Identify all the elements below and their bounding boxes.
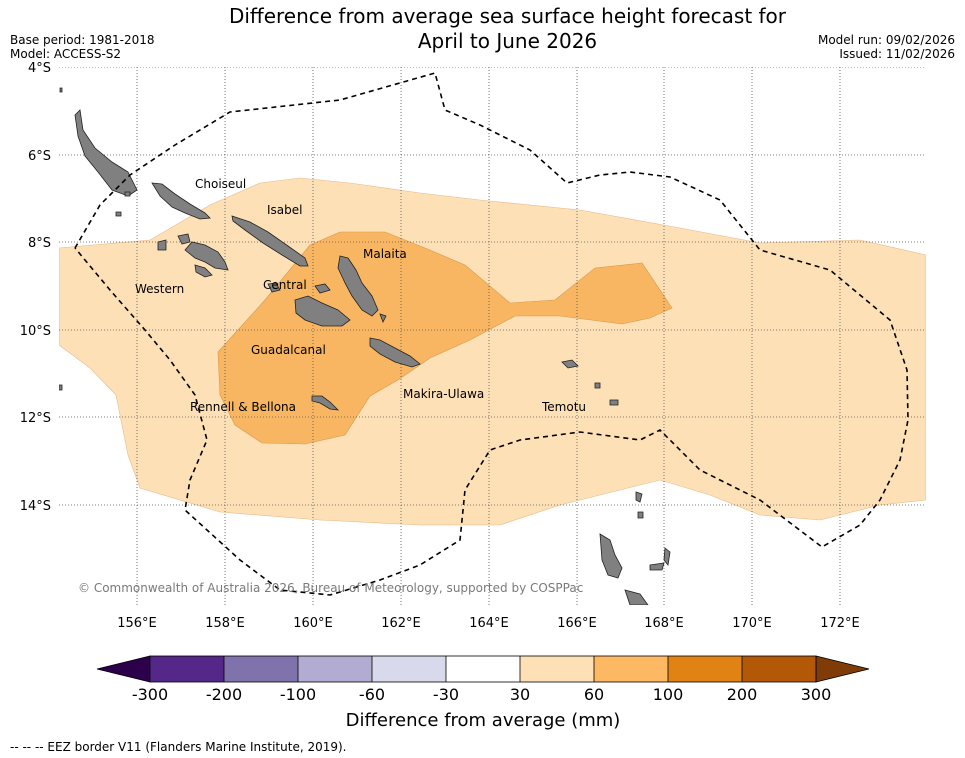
model-name: Model: ACCESS-S2: [10, 47, 122, 61]
region-label-choiseul: Choiseul: [195, 177, 246, 191]
meta-right: Model run: 09/02/2026 Issued: 11/02/2026: [818, 33, 955, 61]
island-choiseul: [151, 182, 211, 220]
island-small-malaita: [379, 313, 387, 323]
region-label-makira-ulawa: Makira-Ulawa: [403, 387, 484, 401]
colorbar-tick: 300: [801, 685, 832, 704]
island-bougainville: [74, 109, 138, 197]
lat-label: 14°S: [20, 499, 51, 514]
region-label-central: Central: [263, 278, 307, 292]
lon-label: 162°E: [381, 616, 421, 631]
anomaly-band-60-100: [217, 231, 673, 445]
island-guadalcanal: [294, 295, 351, 327]
island-vella: [157, 239, 167, 251]
island-banks: [637, 511, 644, 519]
colorbar-tick: -100: [280, 685, 316, 704]
lon-label: 160°E: [293, 616, 333, 631]
map-area: Choiseul Isabel Malaita Western Central …: [59, 67, 926, 605]
colorbar-tick: 100: [653, 685, 684, 704]
island-vanikoro: [609, 399, 619, 406]
colorbar-swatch: [520, 656, 594, 682]
island-shortland: [115, 211, 122, 217]
island-buka: [59, 87, 63, 93]
issued-date: Issued: 11/02/2026: [839, 47, 955, 61]
island-maewo: [663, 547, 671, 566]
island-utupua: [594, 382, 601, 389]
lon-label: 158°E: [205, 616, 245, 631]
lat-label: 8°S: [28, 236, 51, 251]
title-line-2: April to June 2026: [417, 29, 598, 53]
model-run: Model run: 09/02/2026: [817, 33, 955, 47]
colorbar-tick: 30: [510, 685, 530, 704]
colorbar-swatch: [742, 656, 816, 682]
colorbar-label: Difference from average (mm): [346, 710, 621, 731]
colorbar-swatch: [150, 656, 224, 682]
colorbar-tick: -30: [433, 685, 459, 704]
island-treasury: [124, 191, 131, 197]
colorbar-swatch: [668, 656, 742, 682]
title-line-1: Difference from average sea surface heig…: [228, 4, 787, 28]
lon-label: 164°E: [469, 616, 509, 631]
lon-label: 172°E: [820, 616, 860, 631]
colorbar-swatch: [224, 656, 298, 682]
lat-label: 4°S: [28, 61, 51, 76]
island-russell: [267, 282, 281, 293]
island-malaita: [337, 255, 379, 317]
latitude-labels: 4°S 6°S 8°S 10°S 12°S 14°S: [20, 61, 51, 514]
graticule: [59, 67, 926, 605]
island-rennell: [311, 395, 340, 411]
colorbar-tick: 60: [584, 685, 604, 704]
lat-label: 6°S: [28, 149, 51, 164]
island-isabel: [231, 215, 309, 267]
longitude-labels: 156°E 158°E 160°E 162°E 164°E 166°E 168°…: [117, 616, 860, 631]
island-makira: [369, 337, 421, 368]
meta-left: Base period: 1981-2018 Model: ACCESS-S2: [10, 33, 155, 61]
base-period: Base period: 1981-2018: [10, 33, 155, 47]
lon-label: 170°E: [732, 616, 772, 631]
island-new-georgia: [184, 241, 229, 271]
eez-legend: -- -- -- EEZ border V11 (Flanders Marine…: [10, 740, 347, 754]
copyright-text: © Commonwealth of Australia 2026, Bureau…: [78, 581, 583, 595]
island-small-west: [59, 384, 63, 391]
lat-label: 12°S: [20, 411, 51, 426]
island-santa-cruz: [561, 359, 579, 369]
colorbar-swatch: [372, 656, 446, 682]
region-label-western: Western: [135, 282, 184, 296]
colorbar-over-arrow: [815, 655, 870, 683]
anomaly-band-30-60: [59, 177, 926, 526]
island-nggela: [314, 283, 331, 294]
lat-label: 10°S: [20, 324, 51, 339]
land: [59, 87, 671, 605]
region-label-malaita: Malaita: [363, 247, 407, 261]
lon-label: 166°E: [557, 616, 597, 631]
island-malekula: [624, 589, 649, 605]
region-label-isabel: Isabel: [267, 203, 302, 217]
island-espiritu-santo: [599, 533, 623, 579]
colorbar-tick: 200: [727, 685, 758, 704]
island-kolombangara: [177, 233, 191, 245]
lon-label: 156°E: [117, 616, 157, 631]
colorbar-tick: -60: [359, 685, 385, 704]
lon-label: 168°E: [644, 616, 684, 631]
region-label-guadalcanal: Guadalcanal: [251, 343, 326, 357]
island-rendova: [194, 264, 213, 278]
island-torres: [635, 491, 643, 503]
colorbar-tick: -300: [132, 685, 168, 704]
region-label-rennell-bellona: Rennell & Bellona: [190, 400, 296, 414]
colorbar-tick: -200: [206, 685, 242, 704]
colorbar-swatch: [446, 656, 520, 682]
island-ambae: [649, 562, 665, 571]
colorbar-swatch: [594, 656, 668, 682]
region-label-temotu: Temotu: [541, 400, 586, 414]
eez-border: [74, 72, 909, 596]
colorbar-under-arrow: [96, 655, 151, 683]
colorbar-swatch: [298, 656, 372, 682]
chart-title: Difference from average sea surface heig…: [0, 4, 965, 54]
colorbar: -300 -200 -100 -60 -30 30 60 100 200 300…: [96, 655, 870, 731]
